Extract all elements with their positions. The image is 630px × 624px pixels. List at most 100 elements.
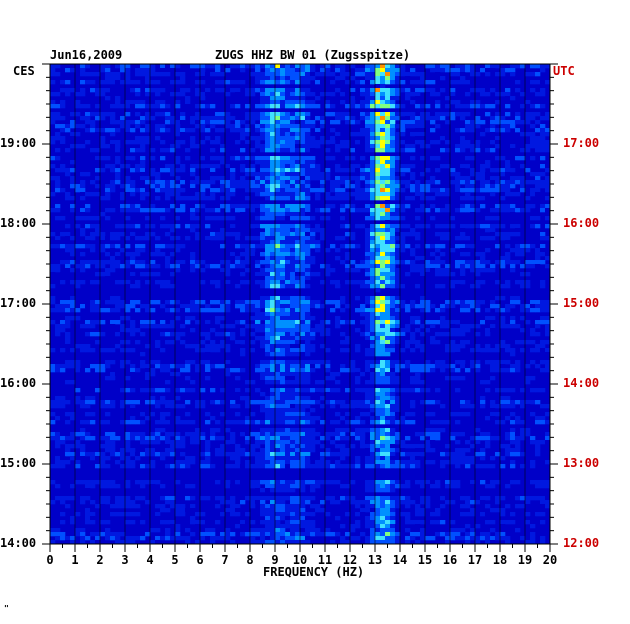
heatmap-cell (375, 276, 381, 281)
heatmap-cell (400, 320, 406, 325)
heatmap-cell (395, 160, 401, 165)
heatmap-cell (480, 436, 486, 441)
heatmap-cell (175, 168, 181, 173)
heatmap-cell (120, 68, 126, 73)
heatmap-cell (435, 400, 441, 405)
heatmap-cell (315, 72, 321, 77)
heatmap-cell (490, 140, 496, 145)
heatmap-cell (55, 456, 61, 461)
heatmap-cell (255, 328, 261, 333)
heatmap-cell (370, 228, 376, 233)
heatmap-cell (415, 368, 421, 373)
heatmap-cell (350, 96, 356, 101)
heatmap-cell (265, 380, 271, 385)
heatmap-cell (465, 432, 471, 437)
heatmap-cell (255, 112, 261, 117)
heatmap-cell (185, 420, 191, 425)
heatmap-cell (160, 216, 166, 221)
heatmap-cell (335, 64, 341, 69)
heatmap-cell (295, 100, 301, 105)
heatmap-cell (390, 176, 396, 181)
heatmap-cell (145, 396, 151, 401)
heatmap-cell (275, 140, 281, 145)
heatmap-cell (180, 332, 186, 337)
heatmap-cell (260, 252, 266, 257)
heatmap-cell (480, 188, 486, 193)
heatmap-cell (100, 140, 106, 145)
heatmap-cell (455, 320, 461, 325)
heatmap-cell (95, 300, 101, 305)
heatmap-cell (265, 140, 271, 145)
heatmap-cell (110, 132, 116, 137)
heatmap-cell (180, 364, 186, 369)
heatmap-cell (310, 428, 316, 433)
heatmap-cell (480, 144, 486, 149)
heatmap-cell (355, 308, 361, 313)
heatmap-cell (165, 188, 171, 193)
heatmap-cell (395, 260, 401, 265)
heatmap-cell (175, 196, 181, 201)
heatmap-cell (120, 304, 126, 309)
heatmap-cell (65, 124, 71, 129)
heatmap-cell (165, 260, 171, 265)
heatmap-cell (510, 184, 516, 189)
heatmap-cell (415, 216, 421, 221)
heatmap-cell (300, 128, 306, 133)
heatmap-cell (130, 120, 136, 125)
heatmap-cell (180, 420, 186, 425)
heatmap-cell (495, 224, 501, 229)
heatmap-cell (380, 168, 386, 173)
heatmap-cell (490, 184, 496, 189)
heatmap-cell (430, 196, 436, 201)
heatmap-cell (455, 208, 461, 213)
heatmap-cell (280, 76, 286, 81)
heatmap-cell (520, 452, 526, 457)
heatmap-cell (360, 388, 366, 393)
heatmap-cell (355, 184, 361, 189)
heatmap-cell (50, 140, 56, 145)
heatmap-cell (515, 296, 521, 301)
heatmap-cell (405, 116, 411, 121)
heatmap-cell (115, 308, 121, 313)
heatmap-cell (380, 328, 386, 333)
heatmap-cell (540, 64, 546, 69)
heatmap-cell (170, 64, 176, 69)
heatmap-cell (495, 136, 501, 141)
heatmap-cell (335, 324, 341, 329)
heatmap-cell (80, 324, 86, 329)
heatmap-cell (65, 332, 71, 337)
heatmap-cell (480, 260, 486, 265)
heatmap-cell (425, 260, 431, 265)
heatmap-cell (305, 380, 311, 385)
heatmap-cell (115, 176, 121, 181)
heatmap-cell (275, 452, 281, 457)
heatmap-cell (340, 68, 346, 73)
heatmap-cell (385, 104, 391, 109)
heatmap-cell (60, 348, 66, 353)
heatmap-cell (510, 300, 516, 305)
heatmap-cell (300, 328, 306, 333)
heatmap-cell (255, 236, 261, 241)
heatmap-cell (145, 272, 151, 277)
heatmap-cell (115, 280, 121, 285)
heatmap-cell (370, 260, 376, 265)
heatmap-cell (270, 112, 276, 117)
heatmap-cell (145, 124, 151, 129)
heatmap-cell (365, 72, 371, 77)
heatmap-cell (440, 192, 446, 197)
heatmap-cell (275, 244, 281, 249)
heatmap-cell (165, 452, 171, 457)
heatmap-cell (50, 64, 56, 69)
heatmap-cell (535, 364, 541, 369)
heatmap-cell (440, 68, 446, 73)
heatmap-cell (210, 236, 216, 241)
heatmap-cell (200, 388, 206, 393)
heatmap-cell (230, 456, 236, 461)
heatmap-cell (300, 452, 306, 457)
heatmap-cell (70, 132, 76, 137)
heatmap-cell (120, 316, 126, 321)
heatmap-cell (90, 112, 96, 117)
heatmap-cell (255, 324, 261, 329)
heatmap-cell (375, 184, 381, 189)
heatmap-cell (195, 192, 201, 197)
